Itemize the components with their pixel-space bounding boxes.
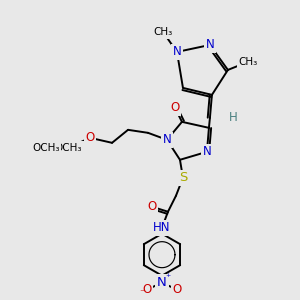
Text: N: N — [157, 276, 167, 289]
Text: OCH₃: OCH₃ — [54, 143, 82, 153]
Text: CH₃: CH₃ — [238, 57, 257, 67]
Text: OCH₃: OCH₃ — [33, 143, 60, 153]
Text: O: O — [85, 131, 95, 144]
Text: CH₃: CH₃ — [153, 27, 172, 37]
Text: O: O — [172, 283, 182, 296]
Text: N: N — [206, 38, 214, 51]
Text: N: N — [163, 133, 171, 146]
Text: N: N — [202, 145, 211, 158]
Text: HN: HN — [153, 221, 171, 234]
Text: O: O — [142, 283, 152, 296]
Text: ⁺: ⁺ — [165, 273, 171, 283]
Text: N: N — [172, 45, 181, 58]
Text: H: H — [229, 111, 237, 124]
Text: O: O — [147, 200, 157, 213]
Text: O: O — [170, 101, 180, 114]
Text: ⁻: ⁻ — [139, 289, 145, 298]
Text: S: S — [179, 171, 187, 184]
